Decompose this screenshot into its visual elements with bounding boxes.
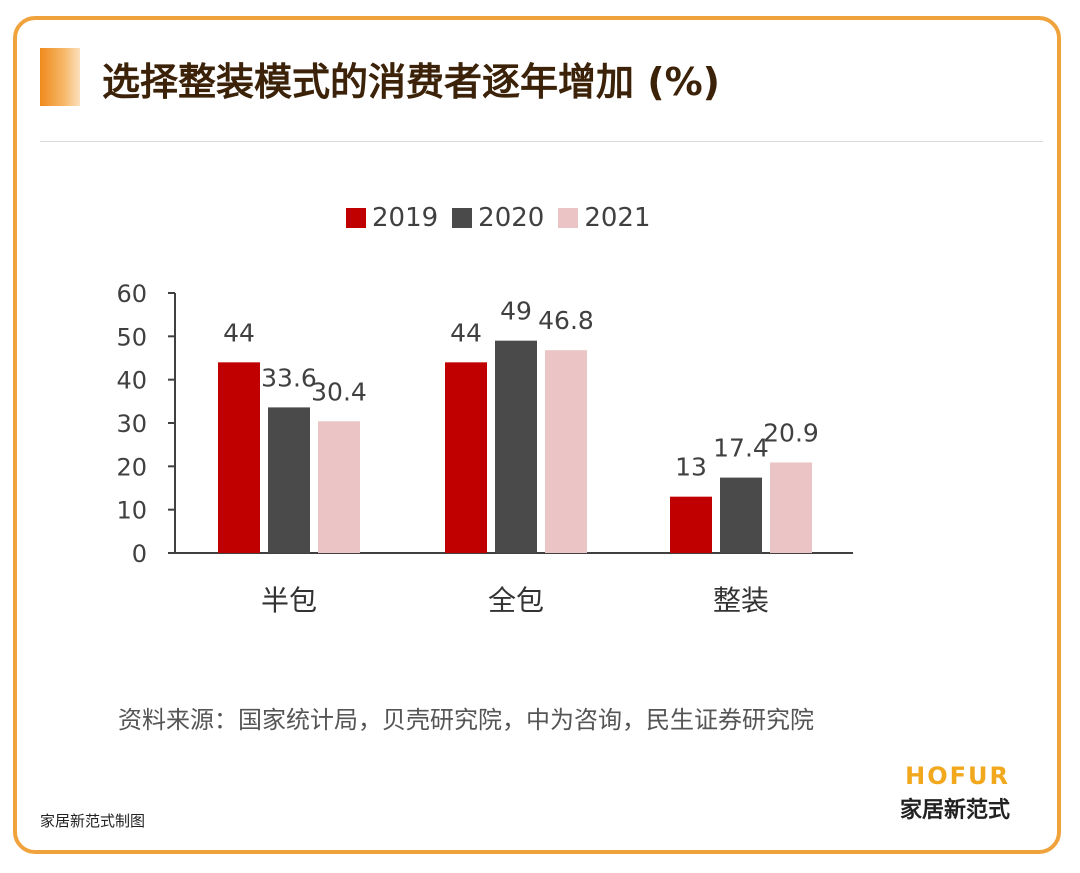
legend-swatch-2019 — [346, 208, 366, 228]
y-tick-label: 0 — [132, 540, 147, 568]
data-label: 46.8 — [538, 306, 594, 335]
legend-item-2019: 2019 — [346, 203, 438, 233]
bar-2021-0 — [318, 421, 360, 553]
data-label: 49 — [500, 297, 532, 326]
x-category-label: 半包 — [261, 584, 317, 617]
bar-2021-1 — [545, 350, 587, 553]
chart-legend: 2019 2020 2021 — [346, 200, 665, 236]
x-category-label: 整装 — [713, 584, 769, 617]
title-divider — [40, 141, 1043, 142]
y-tick-label: 40 — [116, 367, 147, 395]
bar-2020-2 — [720, 477, 762, 553]
y-tick-label: 20 — [116, 453, 147, 481]
brand-logo-cn: 家居新范式 — [899, 798, 1010, 823]
bar-2019-1 — [445, 362, 487, 553]
x-category-label: 全包 — [488, 584, 544, 617]
bar-2019-0 — [218, 362, 260, 553]
legend-item-2020: 2020 — [452, 203, 544, 233]
chart-credit: 家居新范式制图 — [40, 812, 146, 830]
bar-2020-0 — [268, 407, 310, 553]
data-label: 33.6 — [261, 363, 317, 392]
y-tick-label: 30 — [116, 410, 147, 438]
data-label: 30.4 — [311, 377, 367, 406]
data-label: 13 — [675, 453, 707, 482]
page-title: 选择整装模式的消费者逐年增加 (%) — [102, 60, 721, 104]
title-accent-bar — [40, 48, 80, 106]
data-label: 17.4 — [713, 434, 769, 463]
bar-2019-2 — [670, 496, 712, 553]
y-tick-label: 50 — [116, 323, 147, 351]
legend-label-2019: 2019 — [372, 203, 439, 233]
bar-2020-1 — [495, 340, 537, 553]
brand-logo-en: HOFUR — [905, 762, 1010, 790]
y-tick-label: 60 — [116, 280, 147, 308]
y-tick-label: 10 — [116, 497, 147, 525]
legend-label-2020: 2020 — [478, 203, 545, 233]
source-note: 资料来源：国家统计局，贝壳研究院，中为咨询，民生证券研究院 — [118, 706, 814, 734]
data-label: 44 — [223, 318, 255, 347]
legend-swatch-2021 — [558, 208, 579, 228]
data-label: 44 — [450, 318, 482, 347]
legend-item-2021: 2021 — [558, 203, 651, 233]
legend-swatch-2020 — [452, 208, 473, 228]
legend-label-2021: 2021 — [584, 203, 651, 233]
data-label: 20.9 — [763, 418, 819, 447]
bar-2021-2 — [770, 462, 812, 553]
